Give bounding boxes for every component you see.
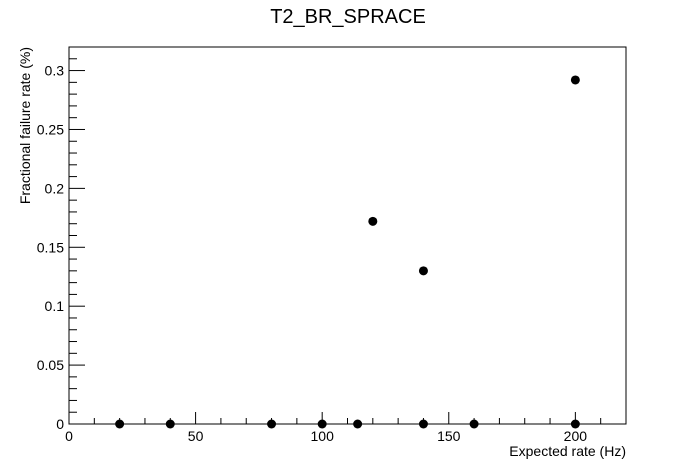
data-point — [570, 75, 580, 85]
x-tick-label: 150 — [437, 428, 461, 444]
data-point — [267, 419, 277, 429]
y-axis-label: Fractional failure rate (%) — [17, 47, 33, 204]
data-point — [418, 419, 428, 429]
data-point — [469, 419, 479, 429]
y-axis: 0 0.05 0.1 0.15 0.2 0.25 0.3 — [37, 46, 85, 432]
data-point — [570, 419, 580, 429]
y-tick-label: 0.1 — [45, 298, 65, 314]
data-points — [115, 75, 580, 429]
x-axis: 0 50 100 150 200 — [65, 412, 627, 444]
y-tick-label: 0.3 — [45, 63, 65, 79]
chart-title: T2_BR_SPRACE — [270, 6, 426, 28]
data-point — [165, 419, 175, 429]
x-tick-label: 200 — [564, 428, 588, 444]
x-tick-label: 50 — [188, 428, 204, 444]
y-tick-label: 0.15 — [37, 239, 64, 255]
y-tick-label: 0.05 — [37, 357, 64, 373]
x-tick-label: 0 — [65, 428, 73, 444]
x-tick-label: 100 — [311, 428, 335, 444]
y-tick-label: 0.2 — [45, 180, 65, 196]
data-point — [353, 419, 363, 429]
y-tick-label: 0.25 — [37, 121, 64, 137]
data-point — [418, 266, 428, 276]
plot-frame — [68, 46, 627, 425]
data-point — [317, 419, 327, 429]
y-tick-label: 0 — [56, 416, 64, 432]
data-point — [368, 216, 378, 226]
data-point — [115, 419, 125, 429]
x-axis-label: Expected rate (Hz) — [509, 443, 626, 459]
